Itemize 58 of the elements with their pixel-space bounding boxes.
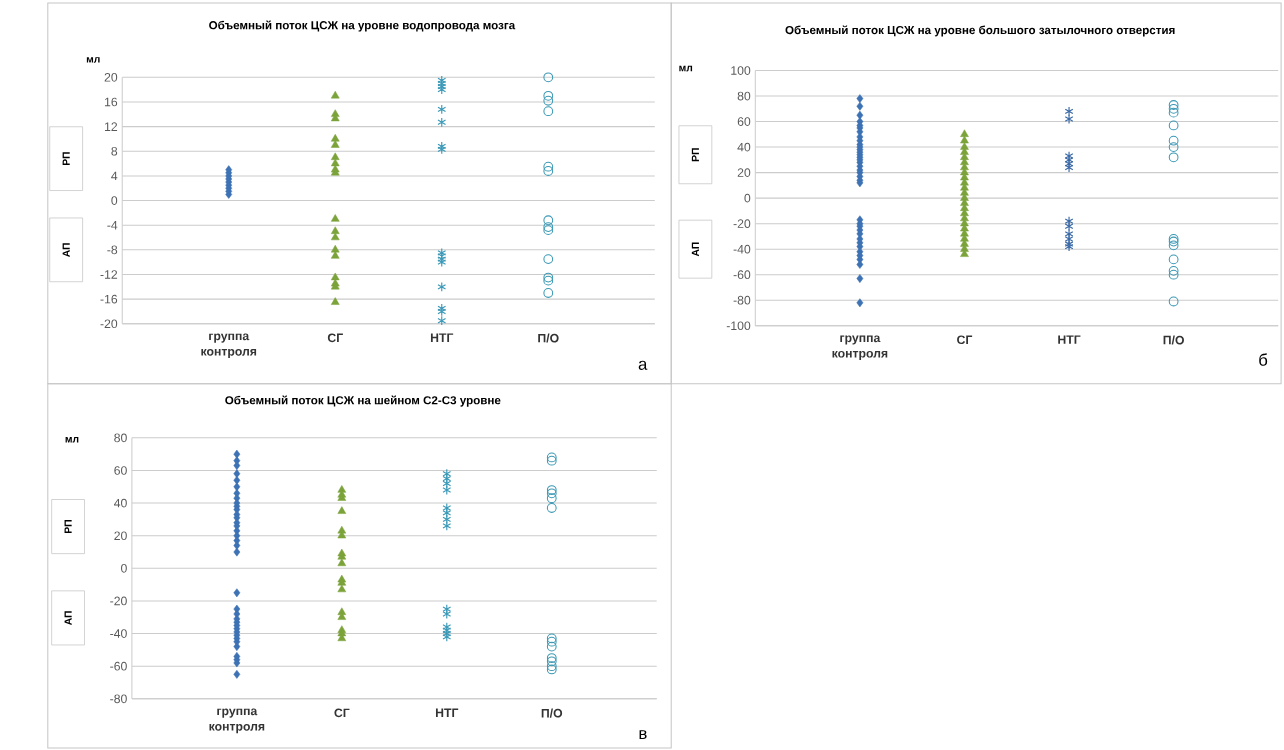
text: РП <box>691 148 699 162</box>
y-tick-label: -100 <box>726 321 751 331</box>
x-tick-label: П/О <box>541 708 563 718</box>
y-tick-label: -80 <box>110 694 127 704</box>
y-tick-label: 60 <box>737 117 751 126</box>
x-tick-label: НТГ <box>1058 335 1081 344</box>
y-tick-label: -60 <box>733 270 751 280</box>
y-tick-label: -20 <box>733 219 751 228</box>
x-tick-label: СГ <box>327 333 343 343</box>
y-tick-label: 16 <box>104 97 118 107</box>
y-tick-label: 60 <box>114 466 127 475</box>
x-tick-label: П/О <box>538 333 559 343</box>
y-tick-label: 8 <box>111 146 118 156</box>
y-tick-label: 4 <box>111 171 118 181</box>
y-tick-label: 40 <box>114 498 127 508</box>
y-tick-label: -8 <box>107 245 118 255</box>
y-tick-label: 80 <box>737 91 751 101</box>
x-tick-label: СГ <box>334 708 350 718</box>
y-tick-label: 20 <box>104 72 118 82</box>
y-tick-label: 0 <box>744 193 751 203</box>
chart-title: Объемный поток ЦСЖ на уровне большого затылочного отверстия <box>785 25 1175 37</box>
text: АП <box>64 611 72 625</box>
y-tick-label: -60 <box>110 661 127 671</box>
y-tick-label: 80 <box>114 433 127 443</box>
text: АП <box>62 243 70 257</box>
x-tick-label: СГ <box>957 335 973 345</box>
x-tick-label: НТГ <box>435 708 459 717</box>
y-tick-label: 0 <box>111 196 118 205</box>
y-tick-label: -4 <box>107 220 118 230</box>
x-tick-label: П/О <box>1163 335 1184 345</box>
text: РП <box>62 152 70 166</box>
y-tick-label: 100 <box>731 66 751 75</box>
y-axis-title: мл <box>86 57 100 63</box>
text: б <box>1259 353 1268 366</box>
text: АП <box>691 242 699 257</box>
y-tick-label: -20 <box>110 596 127 606</box>
y-axis-title: мл <box>679 65 693 72</box>
x-tick-label: группа контроля <box>832 335 888 361</box>
x-tick-label: НТГ <box>430 333 454 342</box>
y-tick-label: -12 <box>100 270 118 279</box>
x-tick-label: группа контроля <box>201 333 257 359</box>
chart-title: Объемный поток ЦСЖ на шейном С2-С3 уровне <box>225 395 501 407</box>
y-tick-label: -20 <box>100 319 118 329</box>
y-tick-label: 40 <box>737 142 751 152</box>
y-tick-label: -40 <box>733 244 751 254</box>
y-tick-label: 0 <box>121 563 127 573</box>
y-tick-label: -16 <box>100 294 118 304</box>
text: а <box>638 360 648 370</box>
chart-title: Объемный поток ЦСЖ на уровне водопровода мозга <box>209 20 516 32</box>
x-tick-label: группа контроля <box>209 708 265 734</box>
y-axis-title: мл <box>65 437 79 443</box>
y-tick-label: 20 <box>114 531 127 541</box>
y-tick-label: 12 <box>104 122 118 131</box>
text: в <box>639 730 647 739</box>
y-tick-label: 20 <box>737 168 751 177</box>
text: РП <box>64 520 72 534</box>
y-tick-label: -80 <box>733 295 751 305</box>
y-tick-label: -40 <box>110 629 127 638</box>
